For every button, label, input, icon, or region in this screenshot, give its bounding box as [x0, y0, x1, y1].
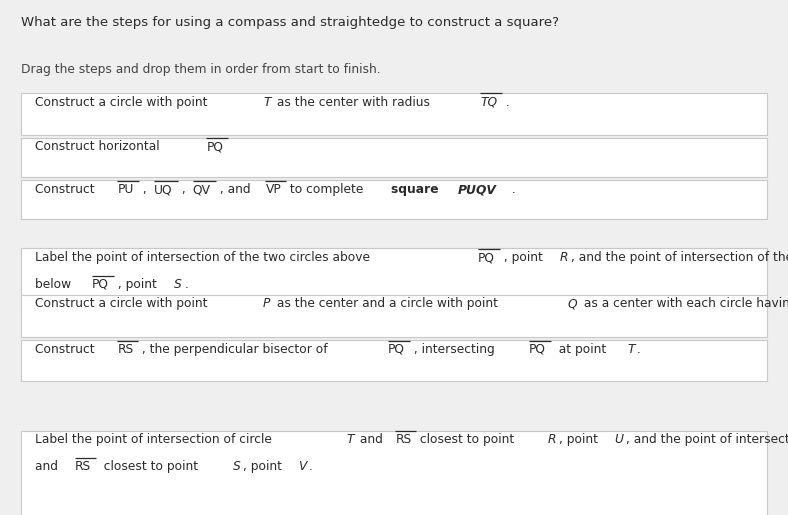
Text: below: below — [35, 278, 80, 291]
Text: , and the point of intersection of the two circles: , and the point of intersection of the t… — [571, 251, 788, 264]
FancyBboxPatch shape — [21, 431, 767, 515]
Text: PQ: PQ — [92, 278, 109, 291]
Text: What are the steps for using a compass and straightedge to construct a square?: What are the steps for using a compass a… — [21, 16, 559, 29]
Text: Construct: Construct — [35, 183, 99, 196]
Text: Drag the steps and drop them in order from start to finish.: Drag the steps and drop them in order fr… — [21, 63, 381, 76]
Text: at point: at point — [551, 343, 610, 356]
Text: closest to point: closest to point — [96, 460, 202, 473]
Text: .: . — [637, 343, 641, 356]
Text: and: and — [356, 434, 387, 447]
Text: , point: , point — [559, 434, 602, 447]
Text: ,: , — [139, 183, 151, 196]
Text: Construct a circle with point: Construct a circle with point — [35, 96, 212, 109]
Text: PQ: PQ — [530, 343, 546, 356]
Text: , and: , and — [216, 183, 255, 196]
Text: .: . — [503, 96, 510, 109]
FancyBboxPatch shape — [21, 340, 767, 381]
FancyBboxPatch shape — [21, 93, 767, 135]
Text: , and the point of intersection of circle: , and the point of intersection of circl… — [626, 434, 788, 447]
Text: closest to point: closest to point — [416, 434, 519, 447]
Text: RS: RS — [75, 460, 91, 473]
Text: V: V — [298, 460, 307, 473]
Text: PU: PU — [117, 183, 134, 196]
FancyBboxPatch shape — [21, 180, 767, 219]
Text: Construct: Construct — [35, 343, 99, 356]
Text: Construct horizontal: Construct horizontal — [35, 141, 168, 153]
Text: as the center with radius: as the center with radius — [273, 96, 433, 109]
Text: PUQV: PUQV — [458, 183, 496, 196]
Text: R: R — [560, 251, 568, 264]
Text: T: T — [263, 96, 270, 109]
Text: R: R — [548, 434, 556, 447]
Text: PQ: PQ — [388, 343, 405, 356]
Text: , intersecting: , intersecting — [410, 343, 502, 356]
Text: .: . — [184, 278, 188, 291]
Text: square: square — [391, 183, 443, 196]
Text: T: T — [627, 343, 635, 356]
Text: UQ: UQ — [154, 183, 172, 196]
Text: RS: RS — [396, 434, 411, 447]
Text: Construct a circle with point: Construct a circle with point — [35, 298, 212, 311]
Text: S: S — [232, 460, 240, 473]
Text: and: and — [35, 460, 66, 473]
Text: , point: , point — [500, 251, 546, 264]
Text: PQ: PQ — [206, 141, 223, 153]
FancyBboxPatch shape — [21, 295, 767, 337]
Text: Label the point of intersection of circle: Label the point of intersection of circl… — [35, 434, 277, 447]
Text: as a center with each circle having radius: as a center with each circle having radi… — [580, 298, 788, 311]
Text: P: P — [263, 298, 270, 311]
Text: .: . — [309, 460, 313, 473]
Text: ,: , — [177, 183, 189, 196]
Text: PQ: PQ — [478, 251, 495, 264]
Text: , point: , point — [243, 460, 285, 473]
Text: T: T — [346, 434, 354, 447]
Text: RS: RS — [117, 343, 133, 356]
Text: S: S — [174, 278, 182, 291]
FancyBboxPatch shape — [21, 138, 767, 177]
Text: Label the point of intersection of the two circles above: Label the point of intersection of the t… — [35, 251, 378, 264]
Text: TQ: TQ — [481, 96, 497, 109]
Text: , point: , point — [114, 278, 161, 291]
FancyBboxPatch shape — [21, 248, 767, 314]
Text: to complete: to complete — [286, 183, 367, 196]
Text: as the center and a circle with point: as the center and a circle with point — [273, 298, 501, 311]
Text: U: U — [615, 434, 623, 447]
Text: Q: Q — [568, 298, 578, 311]
Text: QV: QV — [192, 183, 210, 196]
Text: VP: VP — [266, 183, 281, 196]
Text: .: . — [507, 183, 515, 196]
Text: , the perpendicular bisector of: , the perpendicular bisector of — [138, 343, 332, 356]
